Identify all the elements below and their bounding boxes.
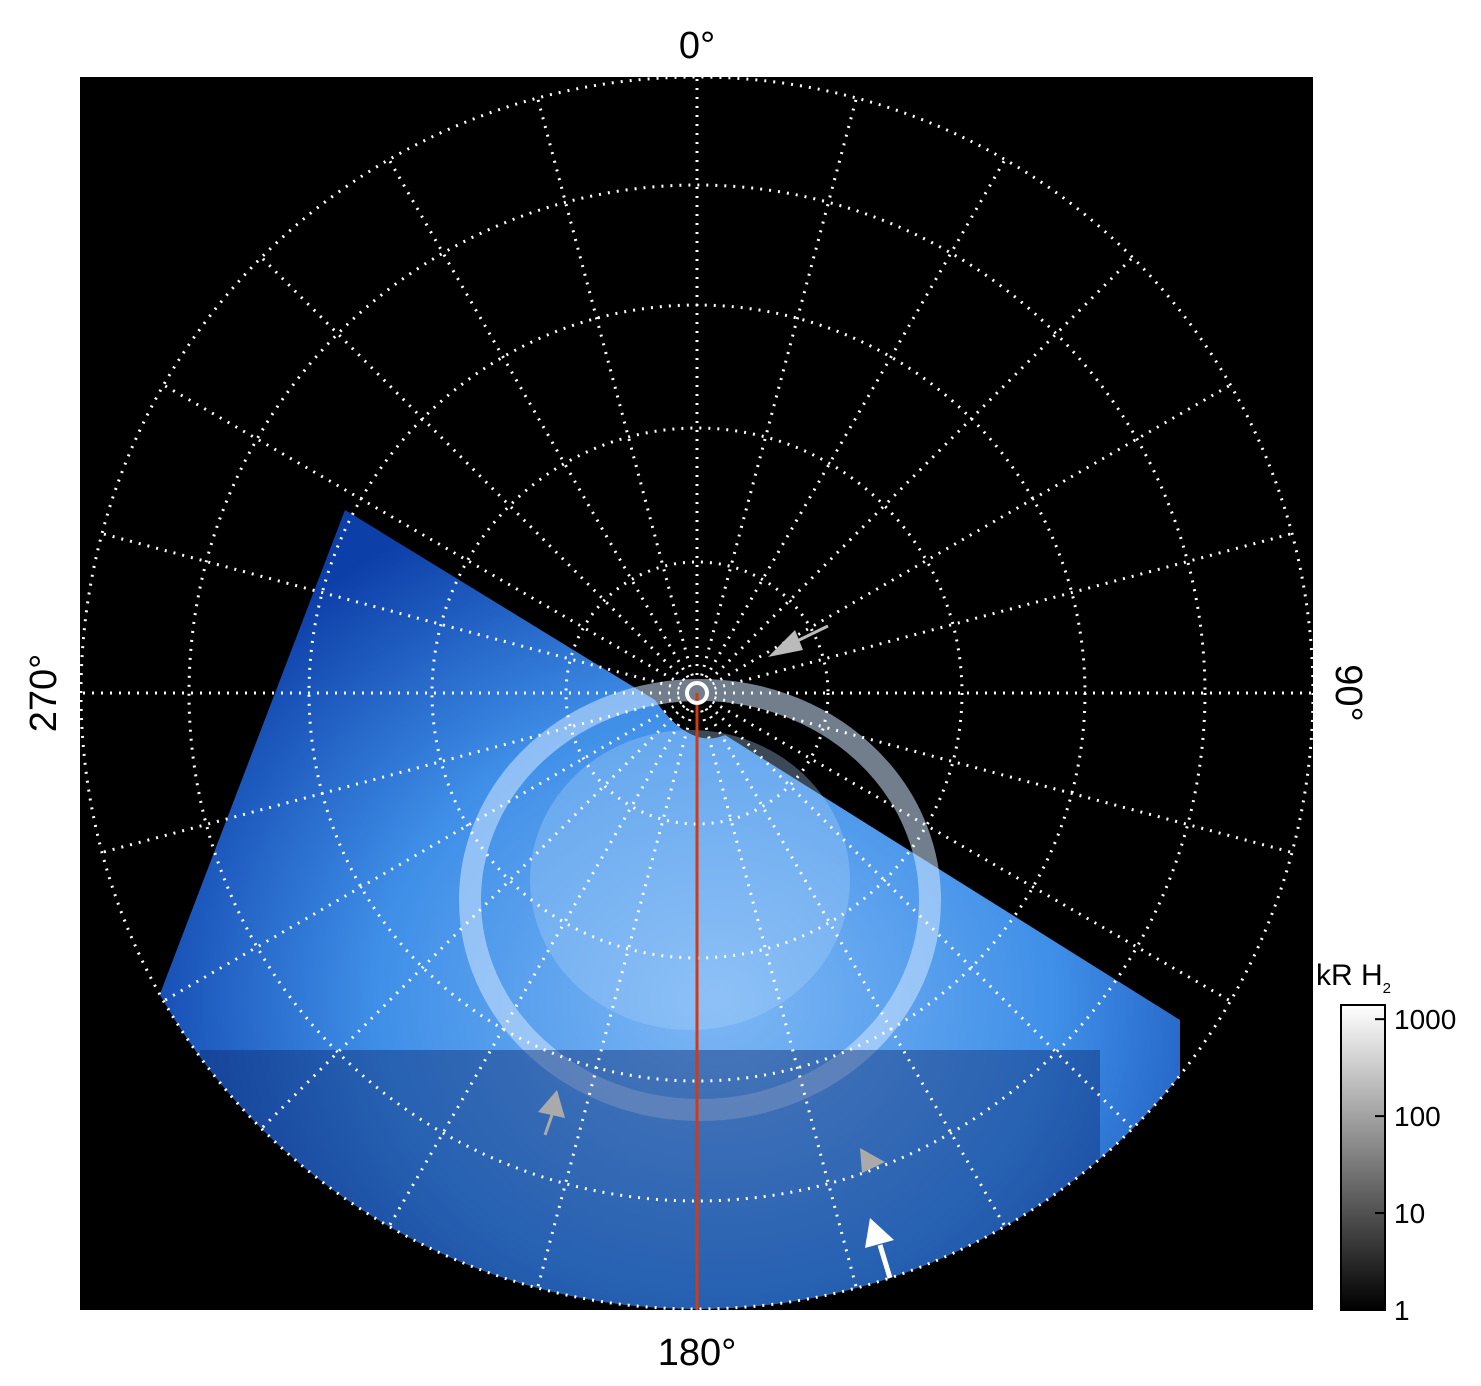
colorbar-tick-label: 100 xyxy=(1394,1101,1441,1132)
latitude-ring xyxy=(430,426,964,960)
colorbar-label: kR H2 xyxy=(1316,959,1391,997)
latitude-ring xyxy=(79,75,1315,1311)
meridian xyxy=(711,383,1232,686)
meridian xyxy=(713,696,1293,854)
meridian xyxy=(101,696,681,854)
meridian xyxy=(536,97,694,677)
meridian xyxy=(260,256,686,682)
meridian xyxy=(711,700,1232,1003)
meridian xyxy=(162,700,683,1003)
arrows xyxy=(538,624,894,1279)
meridian xyxy=(704,158,1007,679)
meridian xyxy=(708,256,1134,682)
meridian xyxy=(387,707,690,1228)
colorbar-tick-label: 1 xyxy=(1394,1295,1410,1326)
meridian xyxy=(704,707,1007,1228)
longitude-label: 0° xyxy=(679,25,715,67)
longitude-label: 270° xyxy=(23,654,65,733)
colorbar-label-subscript: 2 xyxy=(1383,980,1391,997)
meridian xyxy=(700,709,858,1289)
colorbar-tick-label: 1000 xyxy=(1394,1004,1456,1035)
colorbar xyxy=(1340,1004,1386,1311)
meridian xyxy=(536,709,694,1289)
meridian xyxy=(708,704,1134,1130)
meridian xyxy=(700,97,858,677)
colorbar-label-main: kR H xyxy=(1316,959,1383,992)
meridian xyxy=(713,532,1293,690)
latitude-ring xyxy=(187,183,1207,1203)
meridian xyxy=(260,704,686,1130)
colorbar-tick-label: 10 xyxy=(1394,1198,1425,1229)
meridian xyxy=(387,158,690,679)
longitude-label: 90° xyxy=(1327,664,1369,721)
meridian xyxy=(101,532,681,690)
meridian xyxy=(162,383,683,686)
pole-marker xyxy=(685,681,709,705)
polar-grid xyxy=(79,75,1315,1311)
longitude-label: 180° xyxy=(658,1332,737,1374)
latitude-ring xyxy=(564,560,830,826)
